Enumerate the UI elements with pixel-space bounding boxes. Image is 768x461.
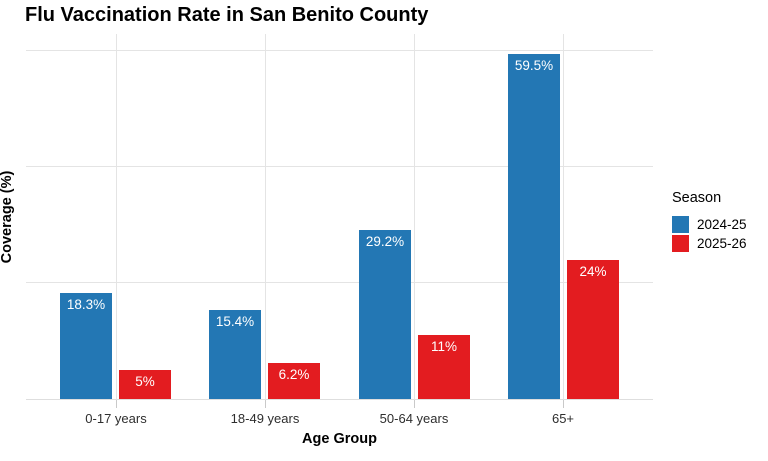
bar-2024-25-18-49 years: 15.4% <box>209 310 261 399</box>
legend: Season 2024-25 2025-26 <box>672 190 747 253</box>
legend-label: 2025-26 <box>697 236 747 251</box>
bar-2024-25-0-17 years: 18.3% <box>60 293 112 399</box>
y-axis-title: Coverage (%) <box>0 170 15 264</box>
gridline-x-3 <box>563 34 564 399</box>
gridline-y-20 <box>26 282 653 283</box>
gridline-x-1 <box>265 34 266 399</box>
bar-2024-25-50-64 years: 29.2% <box>359 230 411 399</box>
plot-panel: 18.3% 15.4% 29.2% 59.5% 5% 6.2% 11% 24% <box>26 34 653 400</box>
legend-swatch-icon <box>672 216 689 233</box>
bar-value-label: 15.4% <box>215 314 255 329</box>
x-tick-2 <box>414 400 415 408</box>
bar-value-label: 24% <box>579 264 607 279</box>
legend-label: 2024-25 <box>697 217 747 232</box>
x-tick-label-0: 0-17 years <box>85 411 147 426</box>
bar-value-label: 18.3% <box>66 297 106 312</box>
bar-value-label: 6.2% <box>278 367 310 382</box>
x-axis-title: Age Group <box>302 431 377 447</box>
x-tick-label-2: 50-64 years <box>379 411 449 426</box>
bar-value-label: 11% <box>430 339 458 354</box>
x-tick-label-1: 18-49 years <box>230 411 300 426</box>
bar-2024-25-65+: 59.5% <box>508 54 560 399</box>
x-tick-0 <box>116 400 117 408</box>
legend-title: Season <box>672 190 722 206</box>
gridline-y-60 <box>26 50 653 51</box>
bar-2025-26-65+: 24% <box>567 260 619 399</box>
gridline-y-40 <box>26 166 653 167</box>
legend-item-2024-25: 2024-25 <box>672 215 747 234</box>
legend-swatch-icon <box>672 235 689 252</box>
bar-value-label: 59.5% <box>514 58 554 73</box>
x-tick-label-3: 65+ <box>551 411 575 426</box>
gridline-x-0 <box>116 34 117 399</box>
bar-2025-26-0-17 years: 5% <box>119 370 171 399</box>
legend-items: 2024-25 2025-26 <box>672 215 747 253</box>
x-tick-1 <box>265 400 266 408</box>
legend-item-2025-26: 2025-26 <box>672 234 747 253</box>
gridline-x-2 <box>414 34 415 399</box>
bar-value-label: 5% <box>135 374 155 389</box>
x-tick-3 <box>563 400 564 408</box>
bar-value-label: 29.2% <box>365 234 405 249</box>
chart-title: Flu Vaccination Rate in San Benito Count… <box>25 4 429 26</box>
bar-2025-26-18-49 years: 6.2% <box>268 363 320 399</box>
bar-2025-26-50-64 years: 11% <box>418 335 470 399</box>
